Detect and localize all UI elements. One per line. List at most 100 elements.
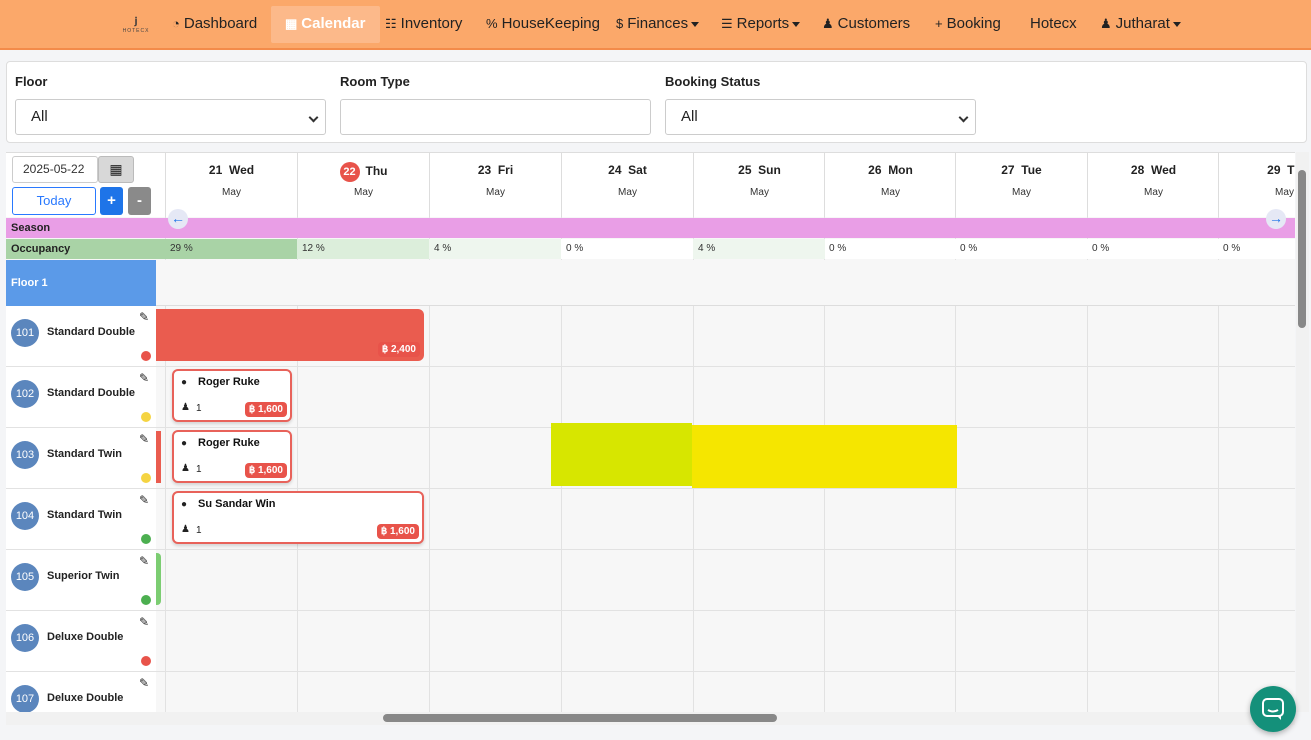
today-button[interactable]: Today [12,187,96,215]
dashboard-icon: ◔ [172,16,180,31]
room-number-badge: 102 [11,380,39,408]
next-dates-button[interactable]: → [1266,209,1286,229]
nav-hotecx[interactable]: Hotecx [1030,0,1077,50]
vertical-scrollbar[interactable] [1296,152,1309,712]
scrollbar-thumb[interactable] [1298,170,1306,328]
day-header-today: 22 Thu May [297,153,429,217]
broom-icon: % [486,16,498,31]
calendar-picker-button[interactable]: ▦ [98,156,134,183]
month-label: May [222,187,241,198]
room-label: 102 Standard Double ✎ [6,367,156,427]
room-type-input[interactable] [340,99,651,135]
day-label: 23 Fri [477,163,514,177]
date-input[interactable]: 2025-05-22 [12,156,98,183]
day-label: 27 Tue [1001,163,1042,177]
nav-label: Reports [736,15,790,32]
booking-status-select[interactable]: All [665,99,976,135]
zoom-out-button[interactable]: - [128,187,151,215]
selection-highlight[interactable] [551,423,692,486]
edit-icon[interactable]: ✎ [139,676,150,690]
edit-icon[interactable]: ✎ [139,554,150,568]
room-type-label: Superior Twin [47,570,120,582]
booking-card[interactable]: ● Roger Ruke ♟ 1 ฿ 1,600 [172,430,292,483]
chevron-down-icon [1172,21,1181,27]
day-label: 21 Wed [208,163,255,177]
nav-finances[interactable]: $ Finances [616,0,700,50]
room-label: 104 Standard Twin ✎ [6,489,156,549]
room-number-badge: 107 [11,685,39,712]
floor-label[interactable]: Floor 1 [6,260,156,306]
logo-mark: ⱼ [134,11,138,28]
status-dot [141,412,151,422]
status-dot [141,656,151,666]
grid-line [1087,153,1088,712]
chevron-down-icon [958,112,969,123]
booking-card[interactable]: ● Su Sandar Win ♟ 1 ฿ 1,600 [172,491,424,544]
day-header: 26 Mon May [824,153,956,217]
booking-status-value: All [681,108,698,125]
nav-inventory[interactable]: ☷ Inventory [385,0,462,50]
nav-label: Dashboard [183,15,258,32]
zoom-in-button[interactable]: + [100,187,123,215]
nav-label: Calendar [301,15,366,32]
guest-count: 1 [196,464,202,475]
room-label: 103 Standard Twin ✎ [6,428,156,488]
nav-reports[interactable]: ☰ Reports [721,0,801,50]
day-label: 22 Thu [298,162,429,182]
person-icon: ♟ [181,463,190,474]
nav-calendar[interactable]: ▦ Calendar [271,6,380,43]
status-dot [141,595,151,605]
calendar-grid: 2025-05-22 ▦ Today + - 21 Wed May 22 Thu Ma… [6,152,1295,712]
edit-icon[interactable]: ✎ [139,432,150,446]
edit-icon[interactable]: ✎ [139,493,150,507]
edit-icon[interactable]: ✎ [139,310,150,324]
booking-card[interactable]: ● Roger Ruke ♟ 1 ฿ 1,600 [172,369,292,422]
room-type-label: Standard Double [47,387,136,399]
booking-block-101[interactable]: ฿ 2,400 [156,309,424,361]
booking-price: ฿ 1,600 [244,463,287,478]
month-label: May [618,187,637,198]
day-header: 25 Sun May [693,153,825,217]
nav-user-menu[interactable]: ♟ Jutharat [1100,0,1181,50]
day-header: 27 Tue May [955,153,1087,217]
guest-count: 1 [196,525,202,536]
edit-icon[interactable]: ✎ [139,371,150,385]
occupancy-cell: 0 % [566,243,584,254]
occupancy-cell: 12 % [297,239,429,259]
season-label: Season [11,222,51,234]
room-type-label: Standard Double [47,326,136,338]
support-chat-button[interactable] [1250,686,1296,732]
nav-label: Booking [946,15,1001,32]
nav-booking[interactable]: + Booking [935,0,1001,50]
grid-line [429,153,430,712]
floor-filter-label: Floor [15,74,48,89]
hotecx-logo[interactable]: ⱼ HOTECX [122,11,150,35]
floor-select[interactable]: All [15,99,326,135]
prev-dates-button[interactable]: ← [168,209,188,229]
horizontal-scrollbar[interactable] [6,712,1295,725]
nav-label: Hotecx [1030,15,1077,32]
dollar-icon: $ [616,16,624,31]
nav-label: Customers [837,15,911,32]
selection-highlight[interactable] [692,425,957,488]
room-number-badge: 103 [11,441,39,469]
edit-icon[interactable]: ✎ [139,615,150,629]
plus-icon: + [935,16,943,31]
day-header: 21 Wed May [165,153,297,217]
guest-name: Roger Ruke [198,376,260,388]
occupancy-cell: 29 % [165,239,297,259]
booking-edge-105[interactable] [156,553,161,605]
nav-housekeeping[interactable]: % HouseKeeping [486,0,600,50]
room-type-label: Deluxe Double [47,631,124,643]
booking-edge-103[interactable] [156,431,161,483]
scrollbar-thumb[interactable] [383,714,777,722]
booking-price: ฿ 2,400 [377,342,420,357]
nav-customers[interactable]: ♟ Customers [822,0,910,50]
season-row: Season [6,218,1295,238]
room-row: 107 Deluxe Double ✎ [6,672,1295,712]
room-type-label: Deluxe Double [47,692,124,704]
nav-label: HouseKeeping [501,15,600,32]
room-row: 104 Standard Twin ✎ [6,489,1295,550]
nav-dashboard[interactable]: ◔ Dashboard [172,0,257,50]
month-label: May [1275,187,1294,198]
